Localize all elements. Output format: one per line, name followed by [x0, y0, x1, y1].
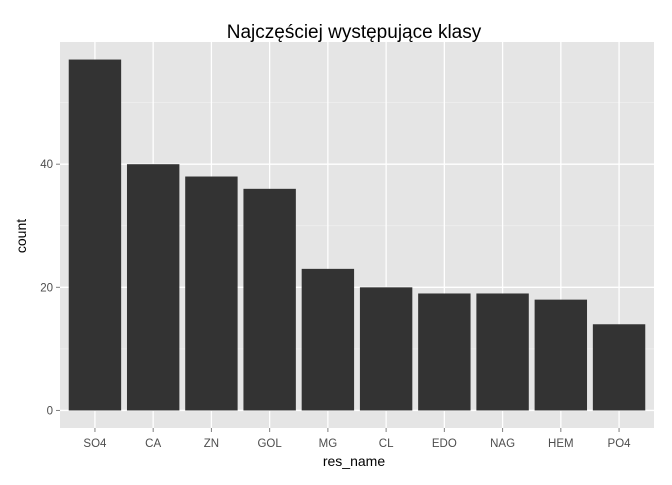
x-tick-label: ZN [204, 438, 219, 450]
chart-title: Najczęściej występujące klasy [227, 22, 482, 43]
bar-ca [126, 164, 180, 411]
y-tick-label: 20 [40, 282, 53, 294]
x-tick-label: SO4 [83, 438, 107, 450]
bar-nag [476, 293, 529, 411]
x-tick-label: MG [319, 438, 338, 450]
x-tick-label: NAG [490, 438, 515, 450]
x-tick-label: GOL [257, 438, 282, 450]
bar-gol [243, 188, 296, 411]
x-tick-label: HEM [548, 438, 574, 450]
x-tick-label: PO4 [608, 438, 632, 450]
bar-mg [301, 268, 355, 411]
x-tick-label: CL [379, 438, 394, 450]
bar-so4 [68, 59, 122, 411]
bars [68, 59, 646, 411]
x-tick-label: EDO [432, 438, 457, 450]
y-axis: 0 20 40 [40, 159, 60, 417]
x-axis-title: res_name [323, 453, 385, 469]
bar-zn [185, 176, 238, 411]
x-axis: SO4 CA ZN GOL MG CL EDO NAG HEM PO4 [83, 428, 631, 450]
y-axis-title: count [13, 219, 29, 253]
bar-cl [359, 287, 413, 411]
bar-hem [534, 299, 588, 411]
bar-edo [418, 293, 471, 411]
bar-po4 [592, 324, 646, 411]
y-tick-label: 0 [47, 405, 53, 417]
x-tick-label: CA [145, 438, 161, 450]
y-tick-label: 40 [40, 159, 53, 171]
